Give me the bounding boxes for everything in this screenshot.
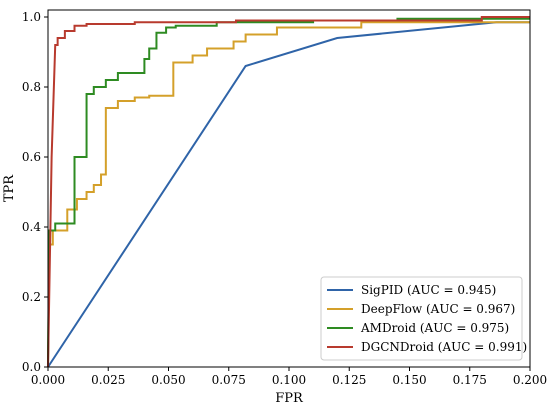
y-tick-label: 0.4 [22, 220, 41, 234]
legend-label-0: SigPID (AUC = 0.945) [361, 283, 496, 297]
y-tick-label: 0.8 [22, 80, 41, 94]
legend-box [320, 276, 523, 361]
legend-label-2: AMDroid (AUC = 0.975) [360, 321, 509, 335]
legend-label-3: DGCNDroid (AUC = 0.991) [361, 340, 527, 354]
legend-label-1: DeepFlow (AUC = 0.967) [361, 302, 515, 316]
y-tick-label: 0.2 [22, 290, 41, 304]
legend: SigPID (AUC = 0.945) DeepFlow (AUC = 0.96… [320, 276, 527, 361]
axes-layer: 0.000 0.025 0.050 0.075 0.100 0.125 0.150 0.175… [22, 10, 547, 387]
series-line-1 [47, 21, 530, 368]
x-tick-label: 0.125 [332, 373, 366, 387]
y-axis-label: TPR [2, 174, 17, 202]
x-tick-label: 0.000 [31, 373, 65, 387]
x-tick-label: 0.025 [91, 373, 125, 387]
x-tick-label: 0.050 [151, 373, 185, 387]
y-tick-label: 0.6 [22, 150, 41, 164]
y-tick-label: 0.0 [22, 360, 41, 374]
x-tick-label: 0.100 [272, 373, 306, 387]
series-line-3 [47, 16, 530, 368]
series-layer [47, 16, 530, 368]
x-tick-label: 0.200 [513, 373, 547, 387]
y-tick-label: 1.0 [22, 10, 41, 24]
x-tick-label: 0.175 [453, 373, 487, 387]
x-tick-label: 0.150 [392, 373, 426, 387]
x-tick-label: 0.075 [212, 373, 246, 387]
x-axis-label: FPR [275, 391, 304, 406]
